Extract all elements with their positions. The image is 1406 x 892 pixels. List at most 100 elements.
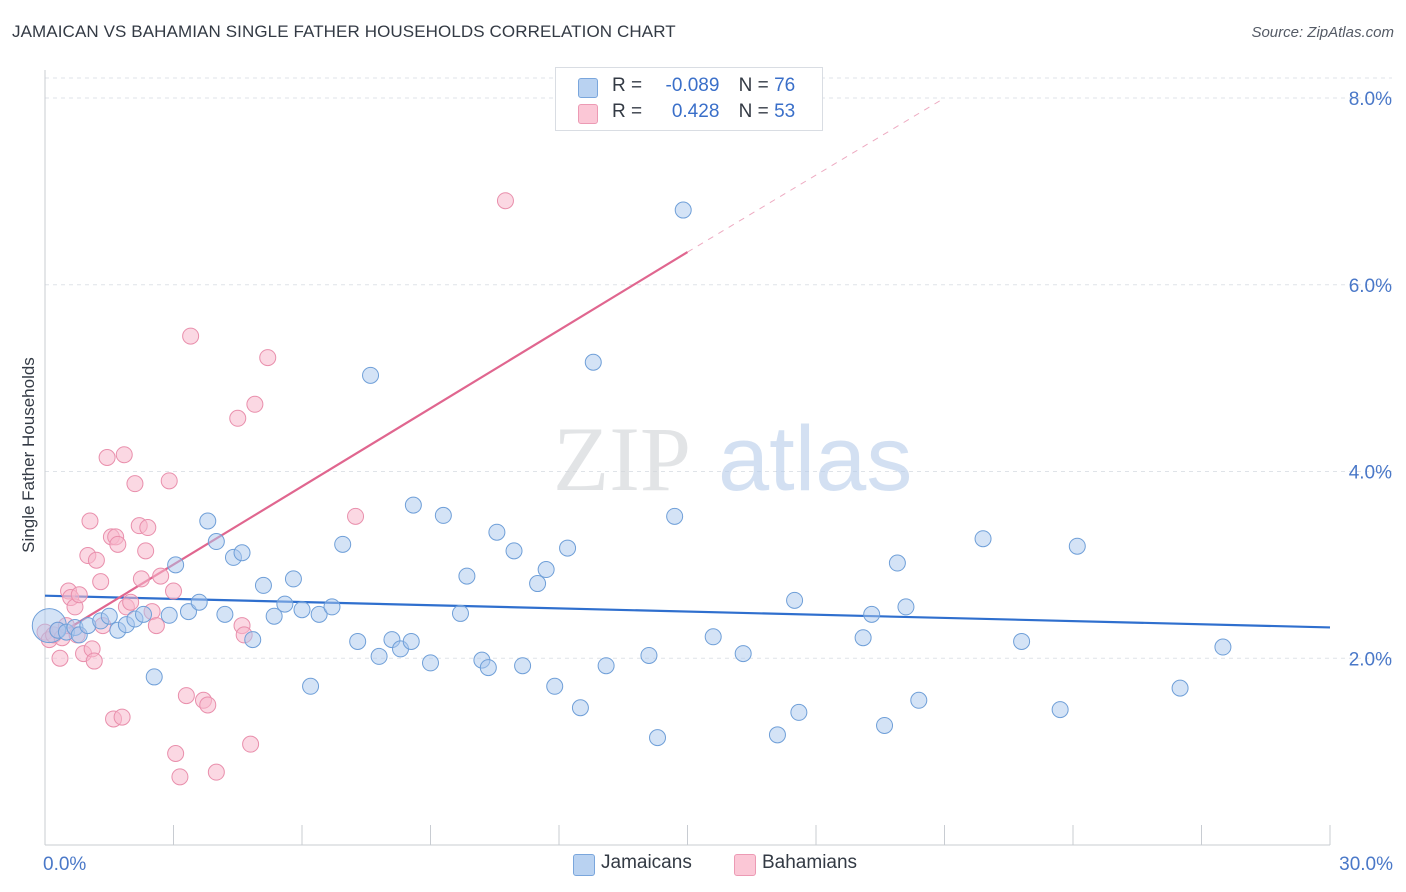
correlation-legend: R = -0.089 N = 76 R = 0.428 N = 53	[555, 67, 823, 131]
jamaican-point	[434, 506, 452, 524]
jamaican-point	[254, 576, 272, 594]
bahamian-point	[207, 763, 225, 781]
jamaican-point	[233, 544, 251, 562]
bahamian-point	[109, 535, 127, 553]
tick-labels: 2.0% 4.0% 6.0% 8.0% 0.0% 30.0%	[43, 89, 1393, 875]
bahamian-point	[81, 512, 99, 530]
jamaican-point	[349, 632, 367, 650]
legend-r-label: R =	[612, 101, 643, 122]
jamaican-point	[1051, 701, 1069, 719]
bahamian-point	[137, 542, 155, 560]
jamaican-point	[854, 629, 872, 647]
y-tick-label: 8.0%	[1349, 89, 1392, 110]
bahamian-point	[115, 446, 133, 464]
bahamian-point	[229, 409, 247, 427]
bahamian-point	[126, 475, 144, 493]
jamaican-point	[135, 605, 153, 623]
y-axis-label: Single Father Households	[19, 357, 38, 553]
jamaican-point	[529, 575, 547, 593]
jamaican-point	[704, 628, 722, 646]
bahamian-point	[496, 192, 514, 210]
jamaican-point	[876, 716, 894, 734]
bahamian-point	[122, 593, 140, 611]
bahamian-point	[147, 617, 165, 635]
bahamian-point	[259, 349, 277, 367]
jamaicans-swatch	[578, 78, 598, 98]
jamaican-point	[597, 657, 615, 675]
bahamian-point	[199, 696, 217, 714]
bahamian-point	[160, 472, 178, 490]
gridlines	[45, 77, 1392, 659]
x-tick-label: 30.0%	[1339, 854, 1393, 875]
jamaican-point	[768, 726, 786, 744]
jamaican-point	[910, 691, 928, 709]
bahamian-point	[177, 687, 195, 705]
jamaican-point	[284, 570, 302, 588]
jamaican-point	[422, 654, 439, 672]
jamaican-point	[514, 657, 532, 675]
jamaicans-legend-label: Jamaicans	[601, 852, 692, 873]
bahamian-point	[51, 649, 69, 667]
chart-title: JAMAICAN VS BAHAMIAN SINGLE FATHER HOUSE…	[12, 22, 676, 41]
watermark-zip: ZIP	[553, 408, 691, 510]
jamaican-point	[488, 523, 506, 541]
jamaican-point	[276, 595, 294, 613]
bahamian-point	[92, 573, 110, 591]
jamaican-point	[310, 605, 328, 623]
legend-n-value: 76	[774, 75, 796, 96]
bahamians-swatch	[578, 104, 598, 124]
jamaican-point	[334, 535, 352, 553]
jamaican-point	[888, 554, 906, 572]
legend-r-value: -0.089	[665, 75, 720, 96]
jamaican-point	[190, 593, 208, 611]
jamaican-point	[402, 632, 420, 650]
jamaican-point	[974, 530, 992, 548]
jamaican-point	[1214, 638, 1232, 656]
axes	[44, 70, 1331, 846]
jamaican-point	[179, 603, 197, 621]
legend-n-label: N =	[738, 75, 769, 96]
jamaican-point	[293, 601, 311, 619]
jamaicans-legend-swatch	[573, 854, 595, 876]
jamaican-point	[199, 512, 217, 530]
bahamian-point	[242, 735, 260, 753]
data-points	[31, 192, 1232, 786]
jamaican-point	[666, 507, 684, 525]
legend-r-value: 0.428	[666, 101, 720, 122]
bahamians-legend-swatch	[734, 854, 756, 876]
x-tick-label: 0.0%	[43, 854, 86, 875]
bahamian-point	[87, 551, 105, 569]
watermark-atlas: atlas	[718, 408, 912, 510]
jamaican-point	[207, 533, 225, 551]
source-label: Source: ZipAtlas.com	[1251, 24, 1394, 41]
legend-n-value: 53	[774, 101, 796, 122]
jamaican-point	[537, 561, 555, 579]
bahamian-point	[347, 507, 365, 525]
bahamians-legend-label: Bahamians	[762, 852, 858, 873]
bahamian-point	[85, 652, 103, 670]
jamaican-point	[1068, 537, 1086, 555]
jamaican-point	[244, 631, 262, 649]
jamaican-point	[458, 567, 476, 585]
bahamian-point	[70, 586, 88, 604]
jamaican-point	[649, 729, 667, 747]
bahamians-trend-extension	[687, 97, 945, 253]
jamaican-point	[100, 607, 118, 625]
bahamian-point	[132, 570, 150, 588]
jamaican-point	[571, 699, 589, 717]
jamaican-point	[404, 496, 422, 514]
jamaican-point	[479, 659, 497, 677]
jamaican-point	[323, 598, 341, 616]
jamaicans-trend-line	[44, 594, 1331, 629]
jamaican-point	[216, 605, 234, 623]
jamaican-point	[584, 353, 602, 371]
bahamian-point	[246, 395, 264, 413]
bahamian-point	[167, 744, 185, 762]
jamaican-point	[559, 539, 577, 557]
bahamian-point	[182, 327, 200, 345]
bahamian-point	[152, 567, 170, 585]
jamaican-point	[640, 646, 658, 664]
jamaican-point	[362, 366, 380, 384]
jamaican-point	[1013, 632, 1031, 650]
jamaican-point	[863, 605, 881, 623]
